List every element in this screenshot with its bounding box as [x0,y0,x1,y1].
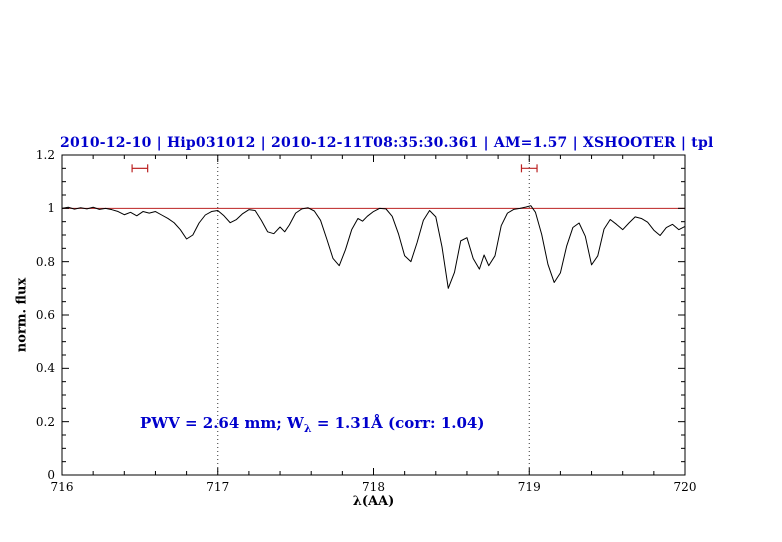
y-tick-label: 1 [47,201,55,216]
plot-title: 2010-12-10 | Hip031012 | 2010-12-11T08:3… [60,135,714,151]
x-tick-label: 718 [362,480,385,494]
pwv-annotation-sub: λ [303,422,312,435]
spectrum-line [61,205,686,289]
x-tick-label: 720 [673,480,697,494]
y-tick-label: 0.2 [35,414,55,429]
x-tick-label: 719 [517,480,541,494]
x-tick-label: 717 [206,480,230,494]
pwv-annotation-prefix: PWV = 2.64 mm; W [140,414,304,432]
y-tick-label: 0.4 [35,361,55,376]
x-tick-label: 716 [50,480,74,494]
y-tick-label: 0 [47,468,55,482]
x-axis-label: λ(AA) [352,494,395,509]
y-tick-label: 0.8 [35,254,55,269]
pwv-annotation: PWV = 2.64 mm; Wλ = 1.31Å (corr: 1.04) [140,414,484,435]
y-tick-label: 0.6 [35,308,55,322]
pwv-annotation-suffix: = 1.31Å (corr: 1.04) [311,414,485,432]
y-tick-label: 1.2 [35,148,55,162]
